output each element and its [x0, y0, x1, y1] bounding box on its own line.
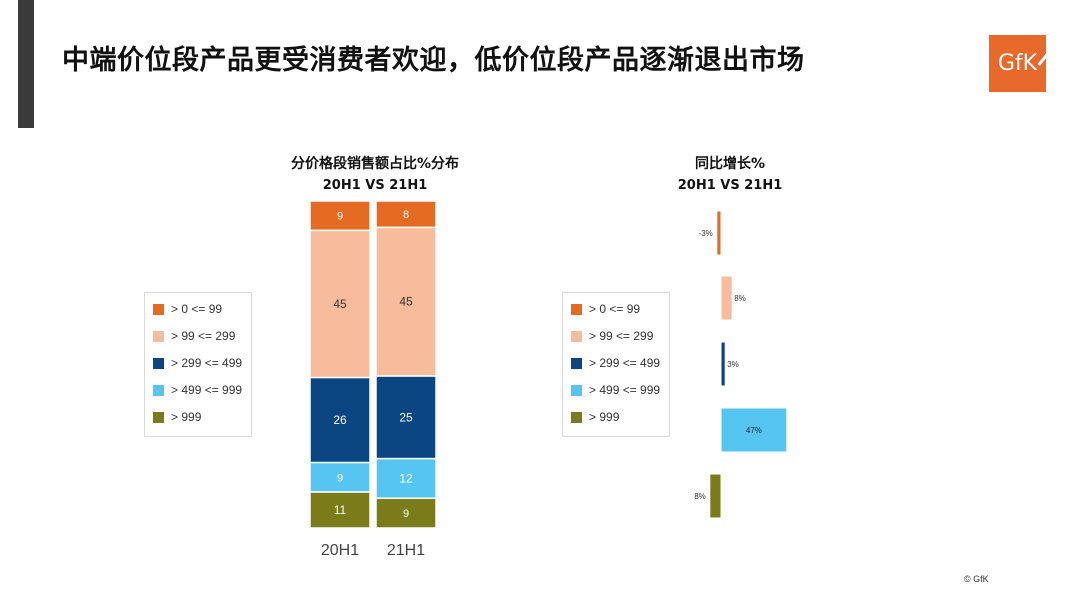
- stacked-bar-data-label: 45: [399, 295, 413, 309]
- growth-bar: [720, 341, 726, 387]
- stacked-chart-legend: > 0 <= 99 > 99 <= 299 > 299 <= 499 > 499 <=…: [144, 292, 252, 437]
- stacked-bar-segment: [309, 491, 371, 529]
- gfk-logo-text: GfK: [997, 51, 1038, 76]
- legend-swatch: [153, 331, 164, 342]
- accent-bar: [18, 0, 34, 128]
- legend-swatch: [153, 385, 164, 396]
- stacked-bar-data-label: 9: [403, 508, 409, 520]
- stacked-legend-item: > 499 <= 999: [145, 376, 251, 403]
- stacked-bar-segment: [309, 229, 371, 379]
- growth-bar-data-label: 47%: [746, 426, 762, 435]
- legend-label: > 299 <= 499: [589, 356, 661, 370]
- growth-legend-item: > 99 <= 299: [563, 322, 669, 349]
- growth-chart-title: 同比增长%: [694, 156, 766, 172]
- legend-label: > 999: [589, 410, 620, 424]
- growth-legend-item: > 0 <= 99: [563, 295, 669, 322]
- legend-label: > 99 <= 299: [589, 329, 654, 343]
- growth-legend-item: > 999: [563, 403, 669, 430]
- stacked-bar-segment: [309, 200, 371, 232]
- growth-bar-data-label: 8%: [734, 294, 746, 303]
- legend-label: > 499 <= 999: [171, 383, 243, 397]
- legend-swatch: [153, 358, 164, 369]
- growth-bar-data-label: 3%: [727, 360, 739, 369]
- legend-label: > 0 <= 99: [589, 302, 641, 316]
- growth-bar: [709, 473, 722, 519]
- growth-legend-item: > 299 <= 499: [563, 349, 669, 376]
- stacked-bar-segment: [309, 461, 371, 493]
- stacked-legend-item: > 999: [145, 403, 251, 430]
- legend-swatch: [571, 385, 582, 396]
- stacked-bar-data-label: 25: [399, 410, 413, 424]
- growth-legend-item: > 499 <= 999: [563, 376, 669, 403]
- category-axis-label: 21H1: [387, 542, 425, 559]
- stacked-legend-item: > 0 <= 99: [145, 295, 251, 322]
- copyright-text: © GfK: [964, 574, 989, 584]
- growth-bar: [716, 210, 722, 256]
- legend-label: > 299 <= 499: [171, 356, 243, 370]
- growth-chart-subtitle: 20H1 VS 21H1: [677, 178, 783, 193]
- stacked-legend-item: > 299 <= 499: [145, 349, 251, 376]
- legend-label: > 99 <= 299: [171, 329, 236, 343]
- stacked-bar-segment: [375, 375, 437, 460]
- legend-label: > 999: [171, 410, 202, 424]
- growth-chart-legend: > 0 <= 99 > 99 <= 299 > 299 <= 499 > 499 <=…: [562, 292, 670, 437]
- legend-swatch: [153, 304, 164, 315]
- legend-swatch: [571, 304, 582, 315]
- growth-bar-data-label: -3%: [699, 229, 713, 238]
- stacked-bar-data-label: 45: [333, 297, 347, 311]
- legend-label: > 0 <= 99: [171, 302, 223, 316]
- stacked-bar-data-label: 8: [403, 209, 409, 221]
- stacked-bar-data-label: 11: [334, 503, 347, 517]
- growth-bar: [720, 407, 788, 453]
- stacked-bar-segment: [375, 457, 437, 500]
- stacked-bar-data-label: 9: [337, 472, 343, 484]
- stacked-chart-title: 分价格段销售额占比%分布: [290, 156, 460, 172]
- legend-swatch: [571, 331, 582, 342]
- stacked-bar-data-label: 26: [333, 413, 347, 427]
- stacked-chart-subtitle: 20H1 VS 21H1: [322, 178, 428, 193]
- stacked-bar-data-label: 9: [337, 211, 343, 223]
- legend-swatch: [571, 358, 582, 369]
- gfk-logo: GfK: [989, 35, 1046, 92]
- stacked-bar-segment: [309, 376, 371, 464]
- stacked-bar-segment: [375, 497, 437, 529]
- legend-swatch: [571, 412, 582, 423]
- stacked-legend-item: > 99 <= 299: [145, 322, 251, 349]
- growth-bar: [720, 275, 733, 321]
- stacked-bar-data-label: 12: [399, 471, 413, 485]
- slide-title: 中端价位段产品更受消费者欢迎，低价位段产品逐渐退出市场: [62, 45, 805, 76]
- legend-swatch: [153, 412, 164, 423]
- stacked-bar-segment: [375, 226, 437, 377]
- category-axis-label: 20H1: [321, 542, 359, 559]
- legend-label: > 499 <= 999: [589, 383, 661, 397]
- growth-bar-data-label: 8%: [694, 492, 706, 501]
